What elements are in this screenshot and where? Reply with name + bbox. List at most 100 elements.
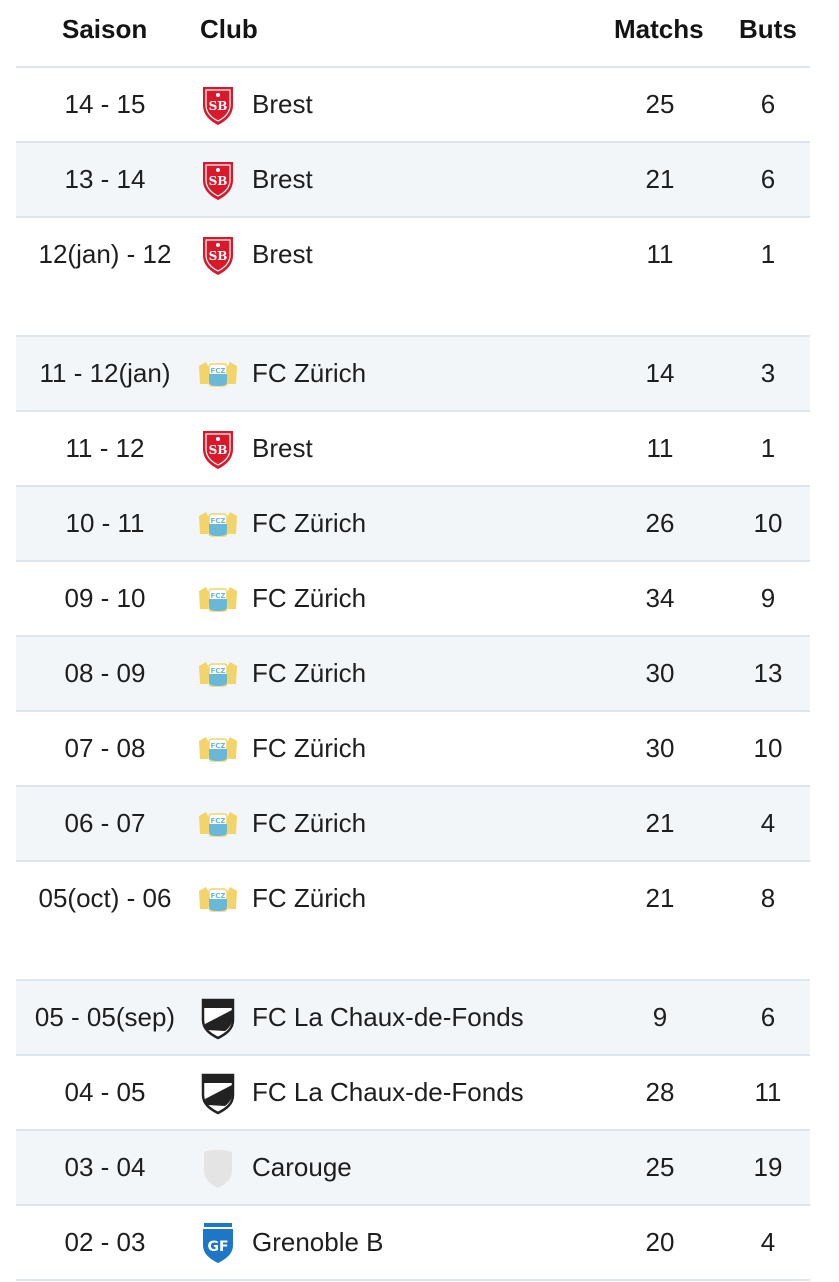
table-row: 13 - 14 SB Brest 21 6: [16, 143, 810, 218]
fc-zurich-crest-icon: FCZ: [198, 652, 238, 696]
goals-cell: 4: [760, 808, 776, 838]
goals-cell: 19: [753, 1152, 783, 1182]
header-club: Club: [200, 14, 258, 44]
table-row: 04 - 05 FC La Chaux-de-Fonds 28 11: [16, 1056, 810, 1131]
club-link[interactable]: Brest: [252, 89, 313, 119]
goals-cell: 1: [760, 239, 776, 269]
goals-cell: 6: [760, 1002, 776, 1032]
svg-text:FCZ: FCZ: [211, 892, 226, 900]
header-season: Saison: [62, 14, 148, 44]
header-goals: Buts: [739, 14, 797, 44]
season-cell: 11 - 12: [65, 433, 145, 463]
svg-text:SB: SB: [209, 443, 228, 457]
season-cell: 10 - 11: [65, 508, 145, 538]
goals-cell: 4: [760, 1227, 776, 1257]
table-row: 14 - 15 SB Brest 25 6: [16, 68, 810, 143]
matches-cell: 11: [646, 433, 674, 463]
matches-cell: 26: [645, 508, 675, 538]
table-row: 12(jan) - 12 SB Brest 11 1: [16, 218, 810, 337]
brest-crest-icon: SB: [198, 158, 238, 202]
season-cell: 12(jan) - 12: [38, 239, 172, 269]
table-row: 10 - 11 FCZ FC Zürich 26 10: [16, 487, 810, 562]
season-cell: 09 - 10: [64, 583, 146, 613]
svg-text:FCZ: FCZ: [211, 817, 226, 825]
svg-text:SB: SB: [209, 249, 228, 263]
matches-cell: 28: [645, 1077, 675, 1107]
fc-zurich-crest-icon: FCZ: [198, 802, 238, 846]
table-row: 08 - 09 FCZ FC Zürich 30 13: [16, 637, 810, 712]
goals-cell: 9: [760, 583, 776, 613]
matches-cell: 21: [645, 164, 675, 194]
club-link[interactable]: FC Zürich: [252, 508, 367, 538]
goals-cell: 13: [753, 658, 783, 688]
goals-cell: 6: [760, 89, 776, 119]
matches-cell: 9: [652, 1002, 668, 1032]
club-link[interactable]: Grenoble B: [252, 1227, 384, 1257]
fc-zurich-crest-icon: FCZ: [198, 502, 238, 546]
matches-cell: 21: [645, 808, 675, 838]
fc-zurich-crest-icon: FCZ: [198, 577, 238, 621]
fc-la-chaux-de-fonds-crest-icon: [198, 1071, 238, 1115]
goals-cell: 6: [760, 164, 776, 194]
matches-cell: 34: [645, 583, 675, 613]
matches-cell: 14: [645, 358, 675, 388]
club-link[interactable]: FC Zürich: [252, 733, 367, 763]
carouge-crest-icon: [198, 1146, 238, 1190]
table-row: 03 - 04 Carouge 25 19: [16, 1131, 810, 1206]
club-link[interactable]: FC Zürich: [252, 808, 367, 838]
club-link[interactable]: FC La Chaux-de-Fonds: [252, 1002, 524, 1032]
goals-cell: 11: [754, 1077, 782, 1107]
season-cell: 02 - 03: [64, 1227, 146, 1257]
brest-crest-icon: SB: [198, 83, 238, 127]
club-link[interactable]: FC Zürich: [252, 358, 367, 388]
matches-cell: 30: [645, 733, 675, 763]
club-link[interactable]: Brest: [252, 239, 313, 269]
svg-text:FCZ: FCZ: [211, 667, 226, 675]
goals-cell: 8: [760, 883, 776, 913]
svg-text:SB: SB: [209, 99, 228, 113]
season-cell: 11 - 12(jan): [39, 358, 171, 388]
season-cell: 14 - 15: [64, 89, 146, 119]
table-row: 06 - 07 FCZ FC Zürich 21 4: [16, 787, 810, 862]
season-cell: 06 - 07: [64, 808, 146, 838]
season-cell: 07 - 08: [64, 733, 146, 763]
career-table: Saison Club Matchs Buts 14 - 15 SB Brest 25…: [16, 0, 810, 1281]
club-link[interactable]: FC La Chaux-de-Fonds: [252, 1077, 524, 1107]
table-row: 11 - 12(jan) FCZ FC Zürich 14 3: [16, 337, 810, 412]
matches-cell: 30: [645, 658, 675, 688]
club-link[interactable]: FC Zürich: [252, 883, 367, 913]
season-cell: 03 - 04: [64, 1152, 146, 1182]
table-header: Saison Club Matchs Buts: [16, 0, 810, 68]
table-row: 05(oct) - 06 FCZ FC Zürich 21 8: [16, 862, 810, 981]
svg-text:SB: SB: [209, 174, 228, 188]
season-cell: 05 - 05(sep): [34, 1002, 176, 1032]
header-matches: Matchs: [614, 14, 704, 44]
club-link[interactable]: Carouge: [252, 1152, 352, 1182]
fc-zurich-crest-icon: FCZ: [198, 877, 238, 921]
svg-text:GF: GF: [207, 1239, 228, 1255]
table-row: 09 - 10 FCZ FC Zürich 34 9: [16, 562, 810, 637]
fc-zurich-crest-icon: FCZ: [198, 727, 238, 771]
season-cell: 13 - 14: [64, 164, 146, 194]
club-link[interactable]: Brest: [252, 164, 313, 194]
matches-cell: 20: [645, 1227, 675, 1257]
matches-cell: 25: [645, 89, 675, 119]
svg-text:FCZ: FCZ: [211, 592, 226, 600]
svg-text:FCZ: FCZ: [211, 367, 226, 375]
brest-crest-icon: SB: [198, 427, 238, 471]
club-link[interactable]: Brest: [252, 433, 313, 463]
goals-cell: 1: [760, 433, 776, 463]
svg-text:FCZ: FCZ: [211, 517, 226, 525]
club-link[interactable]: FC Zürich: [252, 658, 367, 688]
matches-cell: 11: [646, 239, 674, 269]
club-link[interactable]: FC Zürich: [252, 583, 367, 613]
matches-cell: 25: [645, 1152, 675, 1182]
table-body: 14 - 15 SB Brest 25 6 13 - 14 SB Brest 21 6 12(jan…: [16, 68, 810, 1281]
table-row: 11 - 12 SB Brest 11 1: [16, 412, 810, 487]
grenoble-crest-icon: GF: [198, 1221, 238, 1265]
season-cell: 05(oct) - 06: [38, 883, 172, 913]
season-cell: 08 - 09: [64, 658, 146, 688]
season-cell: 04 - 05: [64, 1077, 146, 1107]
goals-cell: 3: [760, 358, 776, 388]
fc-la-chaux-de-fonds-crest-icon: [198, 996, 238, 1040]
